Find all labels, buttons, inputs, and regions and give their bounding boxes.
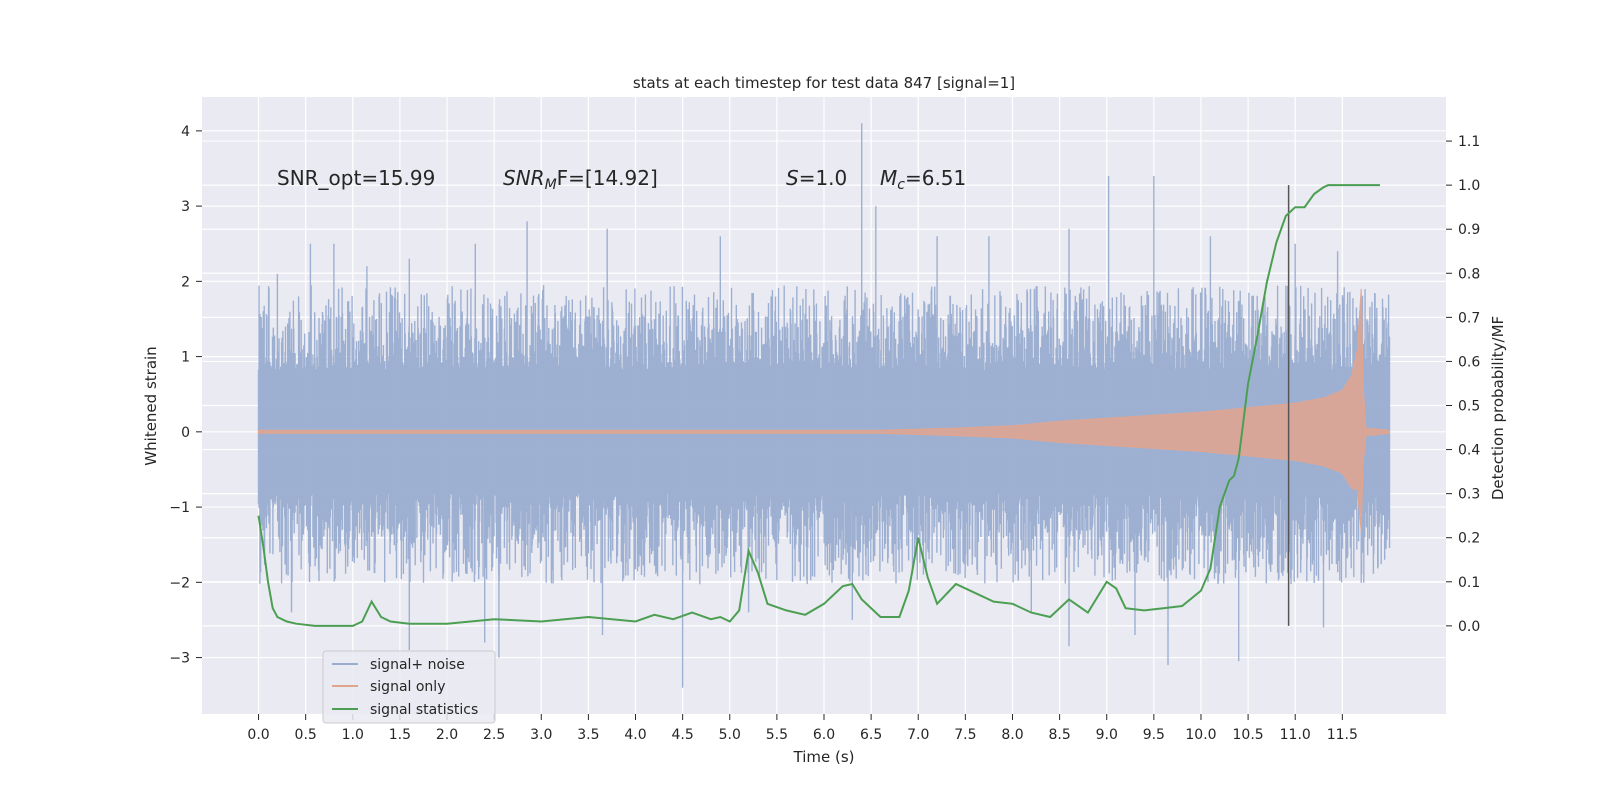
x-tick-label: 3.0	[530, 727, 552, 743]
x-tick-label: 9.0	[1096, 727, 1118, 743]
snr-mf-annotation: SNRMF=[14.92]	[503, 166, 658, 193]
x-tick-label: 10.0	[1185, 727, 1216, 743]
x-tick-label: 0.5	[295, 727, 317, 743]
x-axis-label: Time (s)	[793, 748, 855, 766]
x-tick-label: 4.0	[624, 727, 646, 743]
x-tick-label: 1.5	[389, 727, 411, 743]
chart-title: stats at each timestep for test data 847…	[633, 74, 1015, 92]
s-value: =1.0	[799, 166, 848, 190]
right-y-tick-label: 0.4	[1458, 443, 1480, 459]
right-y-axis-label: Detection probability/MF	[1489, 316, 1507, 500]
x-tick-label: 5.0	[719, 727, 741, 743]
mc-value: =6.51	[905, 166, 966, 190]
x-tick-label: 2.5	[483, 727, 505, 743]
x-tick-label: 7.5	[954, 727, 976, 743]
right-y-tick-label: 1.1	[1458, 134, 1480, 150]
x-tick-label: 6.0	[813, 727, 835, 743]
signal-statistics-line	[257, 184, 1380, 627]
y-tick-label: 3	[181, 199, 190, 215]
x-tick-label: 11.5	[1327, 727, 1358, 743]
s-annotation: S=1.0	[786, 166, 847, 190]
right-y-tick-label: 0.7	[1458, 310, 1480, 326]
x-tick-label: 9.5	[1143, 727, 1165, 743]
legend-label-signal-statistics: signal statistics	[370, 702, 478, 718]
x-axis-ticks: 0.0 0.5 1.0 1.5 2.0 2.5 3.0 3.5 4.0 4.5 5.0 5.5 6.0 6…	[247, 714, 1358, 743]
x-tick-label: 1.0	[342, 727, 364, 743]
snr-mf-base: SNR	[503, 166, 545, 190]
x-tick-label: 6.5	[860, 727, 882, 743]
right-y-tick-label: 0.8	[1458, 266, 1480, 282]
x-tick-label: 5.5	[766, 727, 788, 743]
y-tick-label: −2	[169, 575, 190, 591]
y-tick-label: 4	[181, 124, 190, 140]
s-variable: S	[786, 166, 799, 190]
mc-annotation: Mc=6.51	[880, 166, 966, 193]
right-y-tick-label: 0.1	[1458, 575, 1480, 591]
x-tick-label: 0.0	[247, 727, 269, 743]
x-tick-label: 8.5	[1048, 727, 1070, 743]
x-tick-label: 11.0	[1280, 727, 1311, 743]
right-y-tick-label: 0.0	[1458, 619, 1480, 635]
x-tick-label: 8.0	[1001, 727, 1023, 743]
signal-only-series	[258, 288, 1390, 532]
y-tick-label: −1	[169, 500, 190, 516]
right-y-tick-label: 0.9	[1458, 222, 1480, 238]
legend-label-signal-noise: signal+ noise	[370, 657, 465, 673]
x-tick-label: 10.5	[1233, 727, 1264, 743]
y-tick-label: 0	[181, 425, 190, 441]
legend: signal+ noise signal only signal statist…	[322, 650, 496, 724]
right-y-axis-ticks: 0.0 0.1 0.2 0.3 0.4 0.5 0.6 0.7 0.8 0.9 1.0 1.1	[1446, 134, 1480, 635]
right-y-tick-label: 1.0	[1458, 178, 1480, 194]
x-tick-label: 4.5	[672, 727, 694, 743]
snr-mf-subscript: M	[545, 177, 557, 193]
mc-subscript: c	[897, 177, 905, 193]
y-axis-ticks: −3 −2 −1 0 1 2 3 4	[169, 124, 202, 667]
legend-box	[322, 650, 496, 724]
x-tick-label: 3.5	[577, 727, 599, 743]
y-axis-label: Whitened strain	[142, 346, 160, 465]
right-y-tick-label: 0.5	[1458, 399, 1480, 415]
y-tick-label: 2	[181, 274, 190, 290]
x-tick-label: 2.0	[436, 727, 458, 743]
right-y-tick-label: 0.2	[1458, 531, 1480, 547]
y-tick-label: −3	[169, 651, 190, 667]
right-y-tick-label: 0.3	[1458, 487, 1480, 503]
y-tick-label: 1	[181, 350, 190, 366]
snr-mf-value: F=[14.92]	[557, 166, 658, 190]
mc-variable: M	[880, 166, 897, 190]
x-tick-label: 7.0	[907, 727, 929, 743]
signal-only-envelope	[258, 288, 1390, 532]
right-y-tick-label: 0.6	[1458, 354, 1480, 370]
snr-opt-annotation: SNR_opt=15.99	[277, 166, 435, 190]
legend-label-signal-only: signal only	[370, 679, 445, 695]
